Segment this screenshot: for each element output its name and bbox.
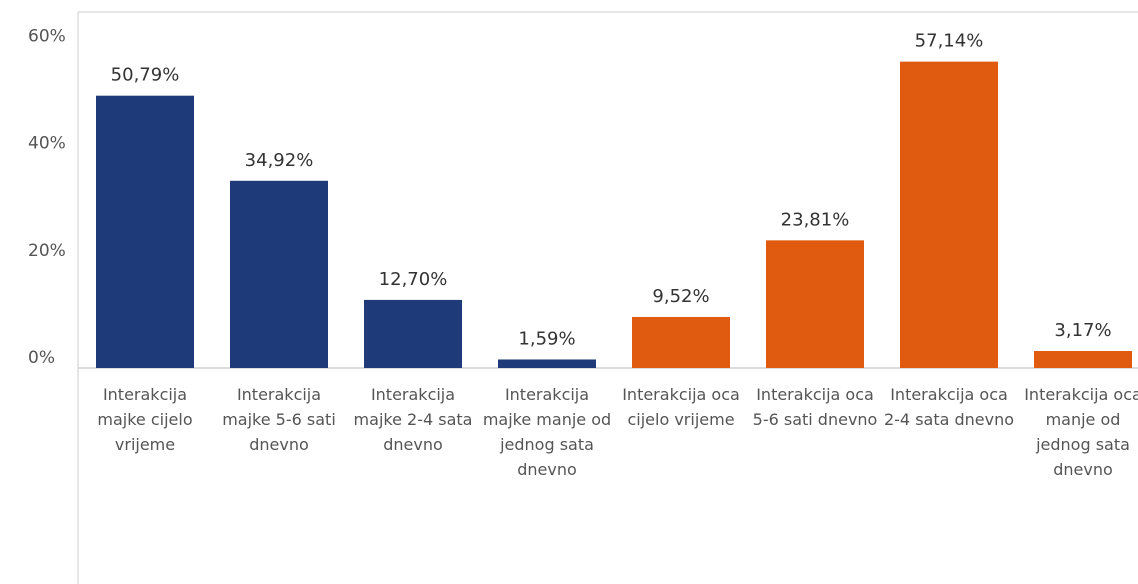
x-tick-label: Interakcija majke 5-6 sati dnevno xyxy=(222,385,336,454)
y-tick-label: 20% xyxy=(28,241,66,261)
bar xyxy=(96,95,194,368)
value-label: 9,52% xyxy=(652,286,709,307)
x-tick-label: Interakcija oca cijelo vrijeme xyxy=(622,385,740,429)
y-tick-label: 0% xyxy=(28,348,55,368)
x-tick-label: Interakcija oca manje od jednog sata dne… xyxy=(1024,385,1138,479)
bar xyxy=(632,316,730,368)
bar xyxy=(900,61,998,369)
bar xyxy=(1034,351,1132,368)
x-tick-label: Interakcija oca 2-4 sata dnevno xyxy=(883,385,1015,429)
value-label: 1,59% xyxy=(518,328,575,349)
value-label: 50,79% xyxy=(111,65,180,86)
value-label: 57,14% xyxy=(915,31,984,52)
y-tick-label: 60% xyxy=(28,26,66,46)
bar xyxy=(364,299,462,368)
x-tick-label: Interakcija majke manje od jednog sata d… xyxy=(482,385,612,479)
value-label: 12,70% xyxy=(379,269,448,290)
value-label: 34,92% xyxy=(245,150,314,171)
x-tick-label: Interakcija majke cijelo vrijeme xyxy=(97,385,193,454)
value-label: 23,81% xyxy=(781,209,850,230)
y-tick-label: 40% xyxy=(28,134,66,154)
value-label: 3,17% xyxy=(1054,320,1111,341)
bar xyxy=(766,240,864,368)
bar xyxy=(230,180,328,368)
x-tick-label: Interakcija majke 2-4 sata dnevno xyxy=(353,385,473,454)
x-tick-label: Interakcija oca 5-6 sati dnevno xyxy=(752,385,878,429)
bar xyxy=(498,359,596,368)
